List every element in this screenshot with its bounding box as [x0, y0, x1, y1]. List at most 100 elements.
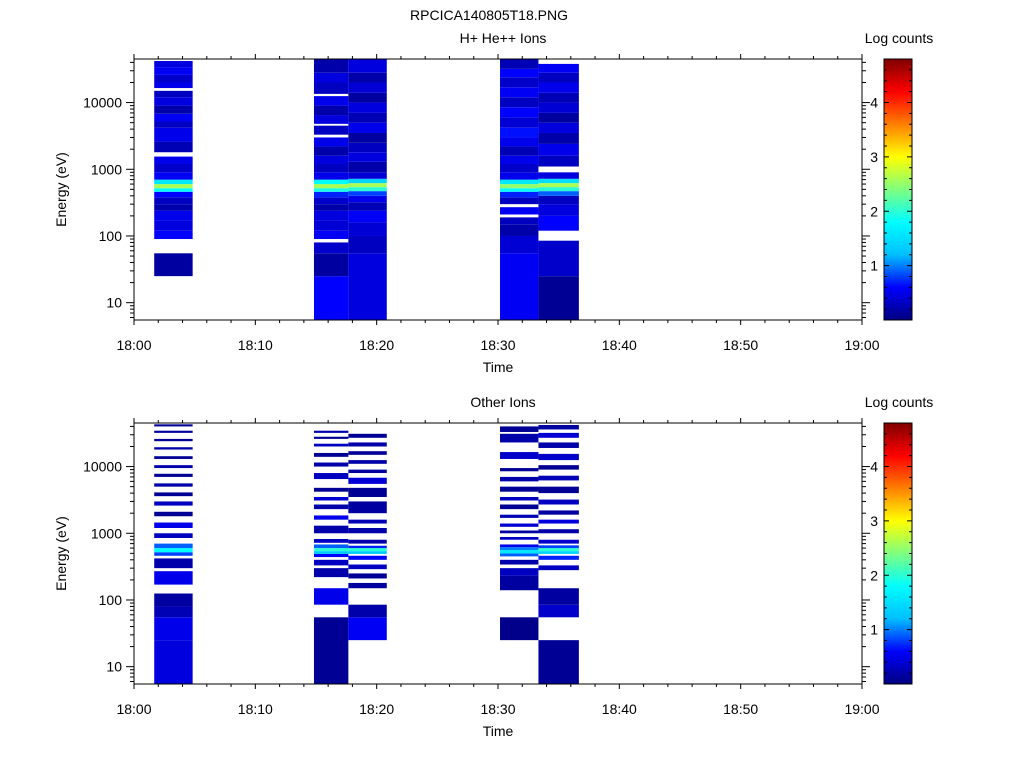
spectrogram-cell: [348, 112, 387, 123]
spectrogram-cell: [538, 155, 579, 167]
spectrogram-cell: [500, 617, 539, 641]
spectrogram-cell: [313, 462, 349, 467]
spectrogram-cell: [154, 220, 193, 231]
spectrogram-cell: [500, 433, 539, 443]
y-tick-label: 10000: [83, 459, 122, 475]
x-tick-label: 18:00: [116, 701, 151, 717]
spectrogram-cell: [154, 163, 193, 173]
spectrogram-cell: [313, 539, 349, 543]
spectrogram-cell: [313, 197, 349, 205]
spectrogram-cell: [538, 551, 579, 554]
spectrogram-cell: [154, 141, 193, 153]
spectrogram-cell: [348, 82, 387, 93]
spectrogram-cell: [500, 575, 539, 591]
spectrogram-cell: [313, 204, 349, 211]
spectrogram-cell: [348, 183, 387, 188]
spectrogram-cell: [154, 571, 193, 585]
spectrogram-cell: [500, 117, 539, 128]
spectrogram-cell: [500, 496, 539, 501]
spectrogram-cell: [538, 425, 579, 430]
y-tick-label: 1000: [91, 161, 122, 177]
spectrogram-cell: [313, 553, 349, 558]
colorbar-tick-label: 3: [870, 149, 878, 165]
spectrogram-cell: [313, 210, 349, 221]
spectrogram-cell: [154, 156, 193, 164]
spectrogram-cell: [313, 473, 349, 480]
spectrogram-cell: [538, 453, 579, 461]
spectrogram-cell: [348, 142, 387, 153]
x-tick-label: 18:10: [238, 701, 273, 717]
spectrogram-cell: [538, 82, 579, 93]
spectrogram-cell: [154, 210, 193, 221]
spectrogram-panel: H+ He++ Ions 18:00 18:10 18:20 18:30 18:40 18:…: [53, 30, 933, 375]
spectrogram-cell: [313, 515, 349, 520]
colorbar-tick-label: 4: [870, 459, 878, 475]
colorbar-tick-label: 4: [870, 95, 878, 111]
colorbar-label: Log counts: [865, 394, 934, 410]
y-tick-label: 100: [99, 592, 123, 608]
spectrogram-cell: [348, 161, 387, 173]
spectrogram-cell: [500, 77, 539, 88]
spectrogram-cell: [538, 63, 579, 73]
spectrogram-cell: [500, 68, 539, 78]
spectrogram-cell: [348, 451, 387, 455]
spectrogram-cell: [538, 548, 579, 552]
spectrogram-cell: [348, 59, 387, 73]
spectrogram-cell: [348, 573, 387, 579]
spectrogram-cell: [538, 475, 579, 481]
spectrogram-cell: [348, 187, 387, 192]
spectrogram-cell: [500, 127, 539, 138]
spectrogram-cell: [500, 59, 539, 69]
x-tick-label: 18:00: [116, 337, 151, 353]
spectrogram-cell: [538, 102, 579, 113]
spectrogram-cell: [154, 511, 193, 517]
figure-title: RPCICA140805T18.PNG: [410, 7, 568, 23]
x-tick-label: 19:00: [844, 337, 879, 353]
spectrogram-cell: [313, 146, 349, 156]
spectrogram-cell: [154, 97, 193, 106]
spectrogram-cell: [500, 87, 539, 98]
spectrogram-cell: [538, 204, 579, 216]
spectrogram-cell: [538, 112, 579, 123]
spectrogram-cell: [154, 230, 193, 240]
spectrogram-cell: [500, 191, 539, 198]
spectrogram-cell: [348, 548, 387, 552]
spectrogram-cell: [348, 519, 387, 524]
spectrogram-cell: [313, 179, 349, 185]
spectrogram-cell: [154, 188, 193, 192]
spectrogram-cell: [348, 442, 387, 447]
x-tick-label: 18:50: [723, 337, 758, 353]
spectrogram-cell: [313, 72, 349, 83]
spectrogram-cell: [348, 102, 387, 113]
spectrogram-cell: [538, 178, 579, 184]
spectrogram-cell: [538, 519, 579, 524]
spectrogram-cell: [500, 137, 539, 147]
spectrogram-cell: [313, 430, 349, 433]
spectrogram-cell: [154, 105, 193, 114]
spectrogram-cell: [154, 548, 193, 553]
spectrogram-cell: [538, 132, 579, 144]
spectrogram-cell: [500, 553, 539, 557]
spectrogram-cell: [500, 207, 539, 215]
spectrogram-cell: [500, 217, 539, 225]
spectrogram-cell: [313, 525, 349, 534]
spectrogram-cell: [154, 456, 193, 459]
spectrogram-cell: [348, 433, 387, 438]
spectrogram-cell: [154, 74, 193, 83]
spectrogram-cell: [154, 113, 193, 122]
spectrogram-cell: [348, 460, 387, 464]
y-axis-label: Energy (eV): [53, 516, 69, 591]
spectrogram-cell: [313, 544, 349, 549]
spectrogram-cell: [348, 172, 387, 179]
spectrogram-cell: [154, 552, 193, 556]
spectrogram-cell: [154, 606, 193, 618]
spectrogram-cell: [538, 510, 579, 515]
spectrogram-cell: [313, 188, 349, 192]
spectrogram-cell: [313, 504, 349, 510]
spectrogram-cell: [500, 550, 539, 554]
spectrogram-cell: [154, 121, 193, 128]
spectrogram-cell: [538, 215, 579, 231]
spectrogram-cell: [348, 202, 387, 211]
spectrogram-cell: [500, 468, 539, 472]
spectrogram-cell: [154, 558, 193, 569]
